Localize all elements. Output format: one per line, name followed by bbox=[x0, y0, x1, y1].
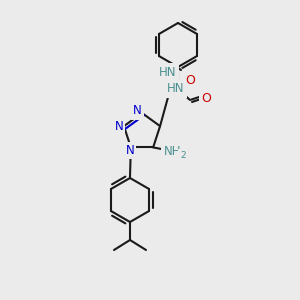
Text: HN: HN bbox=[167, 82, 185, 95]
Text: N: N bbox=[115, 120, 123, 133]
Text: 2: 2 bbox=[180, 151, 186, 160]
Text: N: N bbox=[133, 104, 141, 118]
Text: N: N bbox=[125, 144, 134, 157]
Text: HN: HN bbox=[159, 65, 177, 79]
Text: NH: NH bbox=[164, 145, 181, 158]
Text: O: O bbox=[185, 74, 195, 88]
Text: O: O bbox=[201, 92, 211, 104]
